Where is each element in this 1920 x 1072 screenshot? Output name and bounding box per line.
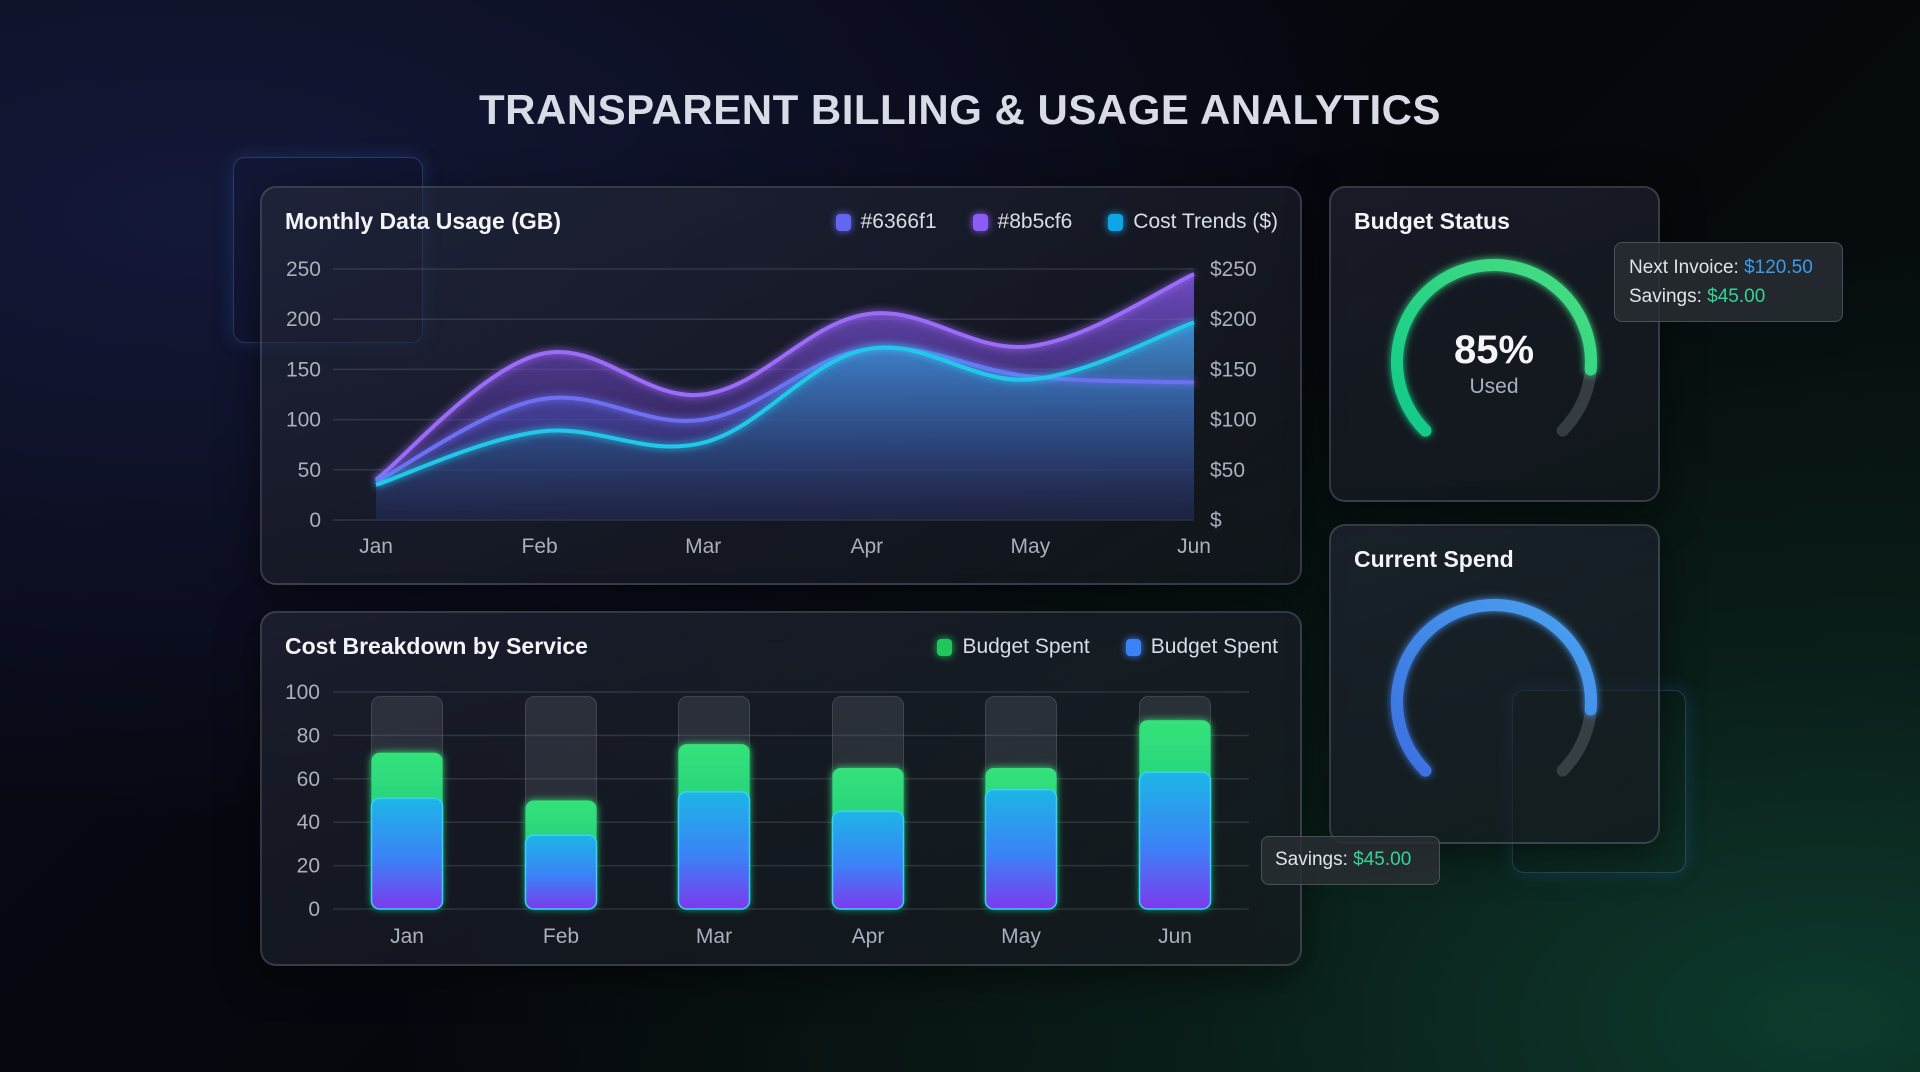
legend-label: Budget Spent	[1150, 635, 1278, 658]
x-tick-label: Apr	[852, 925, 885, 948]
budget-status-title: Budget Status	[1354, 208, 1510, 234]
y-tick-label: 250	[286, 258, 321, 281]
y-tick-label: 40	[297, 811, 320, 834]
savings-value: $45.00	[1353, 849, 1412, 870]
y2-tick-label: $150	[1210, 358, 1257, 381]
x-tick-label: Apr	[850, 535, 883, 558]
y-tick-label: 20	[297, 855, 320, 878]
x-tick-label: Jan	[359, 535, 393, 558]
invoice-tooltip: Next Invoice: $120.50 Savings: $45.00	[1614, 242, 1843, 322]
y-tick-label: 80	[297, 724, 320, 747]
x-tick-label: May	[1001, 925, 1041, 948]
y-tick-label: 100	[286, 409, 321, 432]
savings-value: $45.00	[1707, 286, 1766, 307]
legend-label: Budget Spent	[962, 635, 1090, 658]
x-tick-label: Jan	[390, 925, 424, 948]
current-spend-title: Current Spend	[1354, 546, 1514, 572]
y2-tick-label: $50	[1210, 459, 1245, 482]
y-tick-label: 60	[297, 768, 320, 791]
bar-blue	[677, 791, 751, 910]
spend-gauge-fill	[1391, 599, 1597, 777]
series-line-2	[375, 320, 1195, 487]
bar-blue	[831, 810, 905, 910]
legend-swatch	[972, 213, 988, 231]
savings-label: Savings:	[1275, 849, 1348, 870]
legend-item[interactable]: #6366f1	[835, 210, 937, 234]
bar-blue	[1138, 771, 1212, 910]
x-tick-label: Mar	[685, 535, 721, 558]
usage-panel-title: Monthly Data Usage (GB)	[285, 208, 562, 234]
legend-label: #6366f1	[860, 210, 937, 233]
bar-blue	[370, 797, 444, 910]
y2-tick-label: $250	[1210, 258, 1257, 281]
budget-gauge-text: 85% Used	[1394, 328, 1594, 399]
x-tick-label: Feb	[543, 925, 579, 948]
y2-tick-label: $	[1210, 509, 1222, 532]
y2-tick-label: $200	[1210, 308, 1257, 331]
budget-used-label: Used	[1469, 375, 1519, 398]
legend-label: #8b5cf6	[997, 210, 1073, 233]
y-tick-label: 100	[285, 681, 320, 704]
page-title: TRANSPARENT BILLING & USAGE ANALYTICS	[479, 86, 1441, 133]
savings-label: Savings:	[1629, 286, 1702, 307]
budget-percent: 85%	[1453, 328, 1535, 372]
area-fill-2	[376, 322, 1194, 520]
legend-item[interactable]: #8b5cf6	[972, 210, 1073, 234]
x-tick-label: Jun	[1177, 535, 1211, 558]
legend-item[interactable]: Cost Trends ($)	[1108, 210, 1278, 234]
bar-blue	[984, 788, 1058, 910]
invoice-label: Next Invoice:	[1629, 257, 1739, 278]
current-spend-card: Current Spend	[1329, 524, 1660, 844]
y-tick-label: 50	[298, 459, 321, 482]
y2-tick-label: $100	[1210, 409, 1257, 432]
savings-tooltip: Savings: $45.00	[1261, 836, 1440, 885]
budget-status-card: Budget Status	[1329, 186, 1660, 502]
legend-label: Cost Trends ($)	[1133, 210, 1278, 233]
x-tick-label: Jun	[1158, 925, 1192, 948]
budget-gauge-fill	[1391, 259, 1597, 437]
bar-blue	[524, 834, 598, 910]
y-tick-label: 0	[309, 509, 321, 532]
y-tick-label: 150	[286, 358, 321, 381]
y-tick-label: 0	[308, 898, 320, 921]
x-tick-label: Feb	[522, 535, 558, 558]
x-tick-label: Mar	[696, 925, 732, 948]
cost-legend: Budget Spent Budget Spent	[937, 635, 1278, 659]
legend-item[interactable]: Budget Spent	[1125, 635, 1278, 659]
invoice-value: $120.50	[1744, 257, 1813, 278]
legend-item[interactable]: Budget Spent	[937, 635, 1090, 659]
series-line-0	[374, 272, 1195, 482]
y-tick-label: 200	[286, 308, 321, 331]
legend-swatch	[1108, 213, 1124, 231]
legend-swatch	[835, 213, 851, 231]
legend-swatch	[1125, 638, 1141, 656]
x-tick-label: May	[1011, 535, 1051, 558]
legend-swatch	[937, 638, 953, 656]
cost-panel-title: Cost Breakdown by Service	[285, 633, 588, 659]
usage-legend: #6366f1 #8b5cf6 Cost Trends ($)	[835, 210, 1278, 234]
